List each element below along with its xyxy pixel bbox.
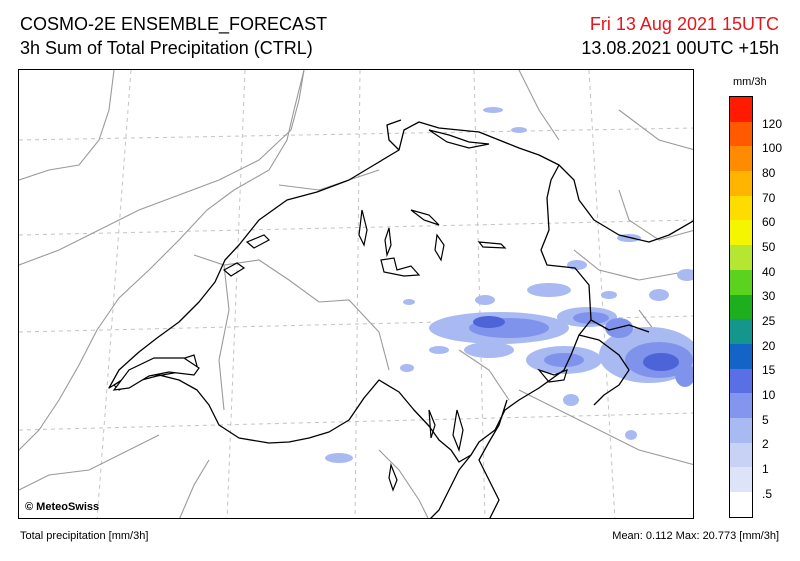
map-title: COSMO-2E ENSEMBLE_FORECAST xyxy=(20,14,328,34)
legend-label: 100 xyxy=(762,141,783,155)
run-time: 13.08.2021 00UTC +15h xyxy=(581,38,779,58)
legend-swatch xyxy=(730,245,752,270)
legend-swatch xyxy=(730,294,752,320)
legend-swatch xyxy=(730,492,752,517)
legend-swatch xyxy=(730,393,752,418)
legend-label: 30 xyxy=(762,289,776,303)
legend-swatch xyxy=(730,269,752,295)
legend-swatch xyxy=(730,220,752,246)
legend-label: 70 xyxy=(762,191,776,205)
legend-swatch xyxy=(730,442,752,468)
legend-swatch xyxy=(730,319,752,344)
legend-swatch xyxy=(730,417,752,443)
legend-label: 2 xyxy=(762,437,769,451)
legend-label: 1 xyxy=(762,462,769,476)
legend-label: 120 xyxy=(762,117,783,131)
legend-label: 60 xyxy=(762,215,776,229)
legend-label: 40 xyxy=(762,265,776,279)
precipitation-legend xyxy=(729,96,753,518)
lakes xyxy=(113,129,568,492)
legend-swatch xyxy=(730,467,752,492)
legend-swatch xyxy=(730,97,752,122)
legend-label: 50 xyxy=(762,240,776,254)
precipitation-areas xyxy=(325,107,693,463)
country-border xyxy=(108,119,693,518)
map-grid xyxy=(19,70,693,518)
legend-label: .5 xyxy=(762,487,773,501)
legend-label: 25 xyxy=(762,314,776,328)
copyright-label: © MeteoSwiss xyxy=(25,501,100,513)
legend-swatch xyxy=(730,195,752,221)
legend-swatch xyxy=(730,121,752,147)
legend-swatch xyxy=(730,343,752,369)
legend-swatch xyxy=(730,171,752,196)
map-canvas xyxy=(19,70,693,518)
legend-label: 10 xyxy=(762,388,776,402)
legend-unit: mm/3h xyxy=(733,76,767,88)
map-subtitle: 3h Sum of Total Precipitation (CTRL) xyxy=(20,38,313,58)
lake-geneva xyxy=(112,357,200,391)
legend-label: 5 xyxy=(762,413,769,427)
valid-time: Fri 13 Aug 2021 15UTC xyxy=(589,14,779,34)
legend-label: 20 xyxy=(762,339,776,353)
legend-label: 15 xyxy=(762,363,776,377)
footer-stats: Mean: 0.112 Max: 20.773 [mm/3h] xyxy=(612,530,779,542)
legend-swatch xyxy=(730,146,752,172)
legend-swatch xyxy=(730,368,752,394)
footer-variable: Total precipitation [mm/3h] xyxy=(20,530,149,542)
region-borders xyxy=(19,70,693,518)
precipitation-map: © MeteoSwiss xyxy=(18,69,694,519)
legend-label: 80 xyxy=(762,166,776,180)
